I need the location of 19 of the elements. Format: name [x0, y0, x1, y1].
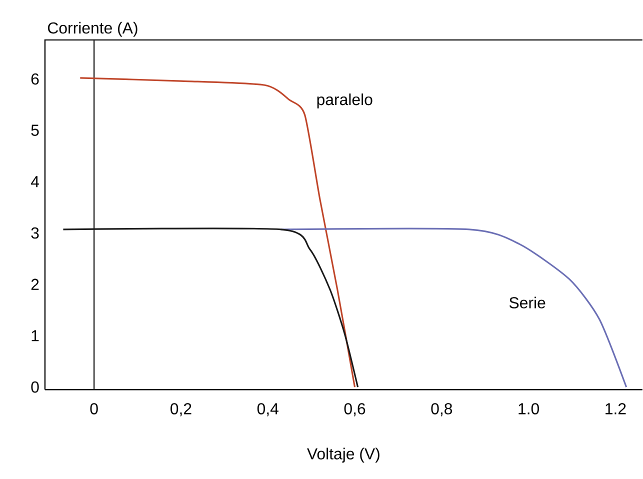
y-tick-label: 3	[31, 228, 39, 239]
x-tick-label: 0	[90, 403, 98, 415]
y-tick-label: 0	[31, 382, 39, 393]
series-label: paralelo	[317, 94, 372, 109]
y-axis-title: Corriente (A)	[48, 22, 138, 37]
line-series	[280, 228, 628, 388]
y-tick-label: 2	[31, 279, 39, 290]
y-tick-label: 1	[32, 330, 39, 342]
y-tick-label: 5	[31, 125, 39, 136]
x-tick-label: 0,4	[257, 403, 278, 416]
x-tick-label: 0,8	[431, 403, 452, 416]
series-label: Serie	[509, 296, 546, 309]
x-axis-title: Voltaje (V)	[307, 448, 380, 463]
x-tick-label: 0,2	[170, 403, 192, 416]
y-tick-label: 4	[30, 176, 39, 188]
x-tick-label: 0,6	[344, 403, 366, 416]
x-tick-label: 1.0	[518, 403, 539, 415]
x-tick-label: 1.2	[606, 403, 626, 414]
y-tick-label: 6	[31, 74, 39, 85]
